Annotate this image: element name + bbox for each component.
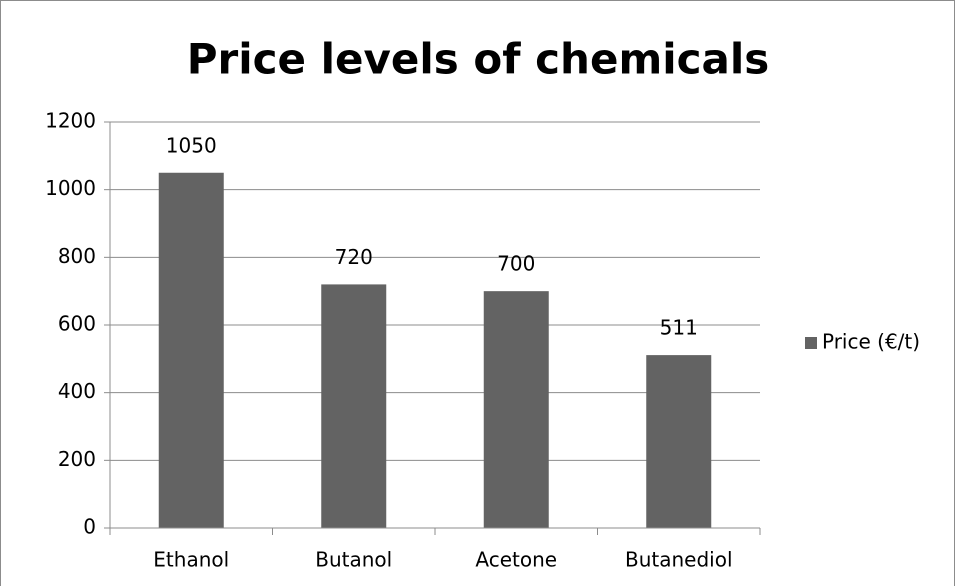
y-tick-label: 600 xyxy=(58,312,96,336)
legend-swatch xyxy=(805,337,817,349)
bar xyxy=(158,172,224,528)
y-tick-label: 0 xyxy=(83,515,96,539)
data-label: 720 xyxy=(335,245,373,269)
data-label: 700 xyxy=(497,252,535,276)
bar xyxy=(646,355,712,528)
data-label: 1050 xyxy=(166,133,217,157)
chart-title: Price levels of chemicals xyxy=(187,35,769,84)
y-tick-label: 800 xyxy=(58,244,96,268)
y-tick-label: 200 xyxy=(58,447,96,471)
x-tick-label: Ethanol xyxy=(153,548,229,572)
x-tick-label: Butanediol xyxy=(625,548,733,572)
y-tick-label: 1200 xyxy=(45,109,96,133)
bar xyxy=(321,284,387,528)
x-tick-label: Acetone xyxy=(475,548,557,572)
bar xyxy=(483,291,549,528)
x-tick-label: Butanol xyxy=(315,548,392,572)
y-tick-label: 400 xyxy=(58,379,96,403)
legend-label: Price (€/t) xyxy=(822,330,920,354)
data-label: 511 xyxy=(660,316,698,340)
y-tick-label: 1000 xyxy=(45,176,96,200)
